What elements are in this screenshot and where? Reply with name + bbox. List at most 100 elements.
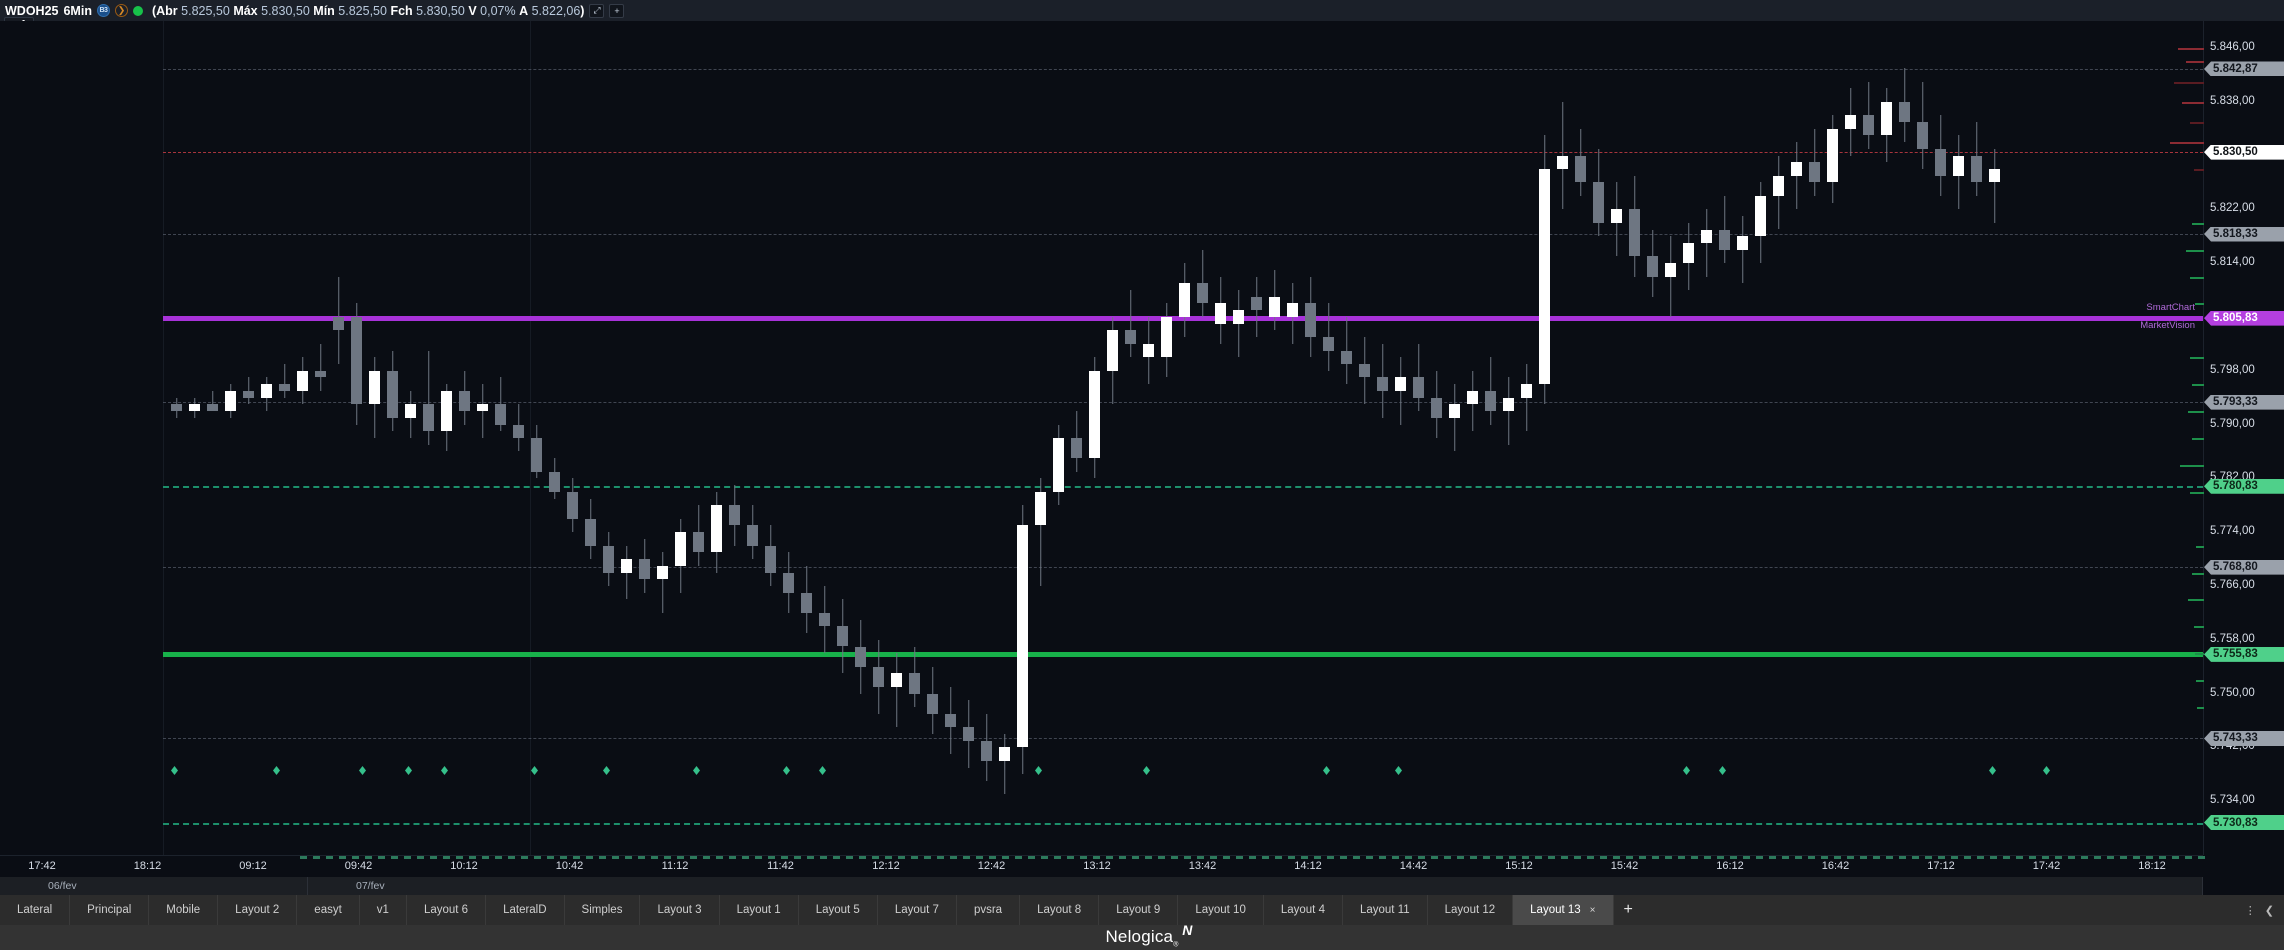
gridline[interactable]	[163, 402, 2203, 404]
close-x-icon[interactable]: ×	[1589, 904, 1596, 916]
signal-marker	[1143, 766, 1150, 775]
layout-tab-v1[interactable]: v1	[360, 895, 407, 925]
gridline[interactable]	[163, 68, 2203, 70]
exchange-b3-icon: B3	[96, 4, 110, 17]
price-tag-gray[interactable]: 5.768,80	[2204, 559, 2284, 575]
time-tick-label: 12:42	[977, 860, 1006, 872]
replay-icon[interactable]: ❯	[114, 4, 128, 17]
time-axis-tick	[1561, 856, 1568, 859]
gridline[interactable]	[163, 567, 2203, 569]
time-axis-tick	[430, 856, 437, 859]
time-axis-tick	[612, 856, 619, 859]
support-line-purple[interactable]	[163, 316, 2203, 322]
candlestick	[243, 21, 254, 855]
gridline[interactable]	[163, 738, 2203, 740]
candle-body	[1737, 236, 1748, 250]
candlestick	[909, 21, 920, 855]
time-axis-tick	[1795, 856, 1802, 859]
time-axis-tick	[2185, 856, 2192, 859]
layout-tab-layout-2[interactable]: Layout 2	[218, 895, 298, 925]
gridline[interactable]	[163, 234, 2203, 235]
layout-tab-bar[interactable]: Lateral Principal Mobile Layout 2 easyt v1 Lay…	[0, 895, 2284, 925]
chevron-left-icon[interactable]: ❮	[2264, 904, 2274, 917]
chart-plot-area[interactable]: SmartChart MarketVision	[0, 21, 2203, 855]
support-line-green[interactable]	[163, 652, 2203, 658]
layout-tab-layout-13[interactable]: Layout 13 ×	[1513, 895, 1614, 925]
time-axis-tick	[1574, 856, 1581, 859]
candle-body	[999, 747, 1010, 761]
time-axis-tick	[1041, 856, 1048, 859]
candle-wick	[1993, 148, 1996, 223]
candle-body	[1935, 148, 1946, 176]
layout-tab-layout-1[interactable]: Layout 1	[720, 895, 799, 925]
layout-tab-layout-8[interactable]: Layout 8	[1020, 895, 1100, 925]
time-axis-tick	[1873, 856, 1880, 859]
layout-tab-layout-6[interactable]: Layout 6	[407, 895, 487, 925]
tabbar-controls[interactable]: ⋮ ❮	[2245, 895, 2284, 925]
time-axis-tick	[1756, 856, 1763, 859]
price-tag-green[interactable]: 5.730,83	[2204, 815, 2284, 830]
layout-tab-easyt[interactable]: easyt	[297, 895, 360, 925]
price-tag-white[interactable]: 5.830,50	[2204, 144, 2284, 160]
candle-body	[729, 505, 740, 526]
layout-tab-layout-7[interactable]: Layout 7	[878, 895, 957, 925]
layout-tab-simples[interactable]: Simples	[565, 895, 641, 925]
layout-tab-layout-11[interactable]: Layout 11	[1343, 895, 1428, 925]
timeframe-label[interactable]: 6Min	[63, 3, 92, 18]
candle-body	[657, 565, 668, 580]
layout-tab-layout-5[interactable]: Layout 5	[799, 895, 878, 925]
layout-tab-label: v1	[376, 904, 389, 916]
time-axis-tick	[456, 856, 463, 859]
layout-tab-label: pvsra	[973, 904, 1003, 916]
candlestick	[711, 21, 722, 855]
price-tag-green[interactable]: 5.780,83	[2204, 478, 2284, 494]
price-axis[interactable]: 5.846,00 5.838,00 5.822,00 5.814,00 5.798,00…	[2170, 21, 2284, 855]
layout-tab-mobile[interactable]: Mobile	[149, 895, 219, 925]
candlestick	[1503, 21, 1514, 855]
time-axis-tick	[950, 856, 957, 859]
resistance-line-red[interactable]	[163, 152, 2203, 154]
time-axis-tick	[495, 856, 502, 859]
layout-tab-pvsra[interactable]: pvsra	[957, 895, 1021, 925]
price-tag-gray[interactable]: 5.743,33	[2204, 730, 2284, 746]
time-axis-tick	[794, 856, 801, 859]
candle-wick	[1039, 478, 1042, 586]
price-tag-purple[interactable]: 5.805,83	[2204, 310, 2284, 326]
price-tag-green[interactable]: 5.755,83	[2204, 646, 2284, 662]
support-line-dashed-green[interactable]	[163, 822, 2203, 825]
time-axis-tick	[1834, 856, 1841, 859]
time-axis-tick	[1691, 856, 1698, 859]
layout-tab-principal[interactable]: Principal	[70, 895, 150, 925]
support-line-dashed-green[interactable]	[163, 486, 2203, 489]
time-axis[interactable]: 17:42 18:12 09:12 09:42 10:12 10:42 11:12 11:42…	[0, 855, 2205, 877]
price-tag-gray[interactable]: 5.793,33	[2204, 394, 2284, 410]
layout-tab-layout-10[interactable]: Layout 10	[1178, 895, 1264, 925]
candlestick	[765, 21, 776, 855]
candlestick	[1215, 21, 1226, 855]
time-tick-label: 17:42	[2032, 860, 2061, 872]
layout-tab-layout-9[interactable]: Layout 9	[1099, 895, 1179, 925]
candle-wick	[1399, 357, 1402, 425]
cursor-arrow-icon[interactable]: ⤢	[589, 3, 605, 18]
candlestick	[1737, 21, 1748, 855]
plus-icon[interactable]: +	[609, 3, 625, 18]
layout-tab-layout-4[interactable]: Layout 4	[1264, 895, 1343, 925]
layout-tab-laterald[interactable]: LateralD	[486, 895, 565, 925]
volume-profile-tick	[2194, 626, 2204, 629]
add-layout-plus-icon[interactable]: +	[1623, 901, 1633, 918]
layout-tab-lateral[interactable]: Lateral	[0, 895, 71, 925]
time-axis-tick	[1314, 856, 1321, 859]
candlestick	[351, 21, 362, 855]
layout-tab-layout-12[interactable]: Layout 12	[1428, 895, 1514, 925]
candlestick	[1953, 21, 1964, 855]
candlestick	[1719, 21, 1730, 855]
symbol-label[interactable]: WDOH25	[5, 3, 59, 18]
grip-dots-icon[interactable]: ⋮	[2244, 904, 2256, 917]
price-tag-gray[interactable]: 5.818,33	[2204, 226, 2284, 242]
price-tag-gray[interactable]: 5.842,87	[2204, 61, 2284, 77]
time-axis-tick	[911, 856, 918, 859]
candlestick	[1197, 21, 1208, 855]
candlestick	[1881, 21, 1892, 855]
layout-tab-layout-3[interactable]: Layout 3	[640, 895, 720, 925]
